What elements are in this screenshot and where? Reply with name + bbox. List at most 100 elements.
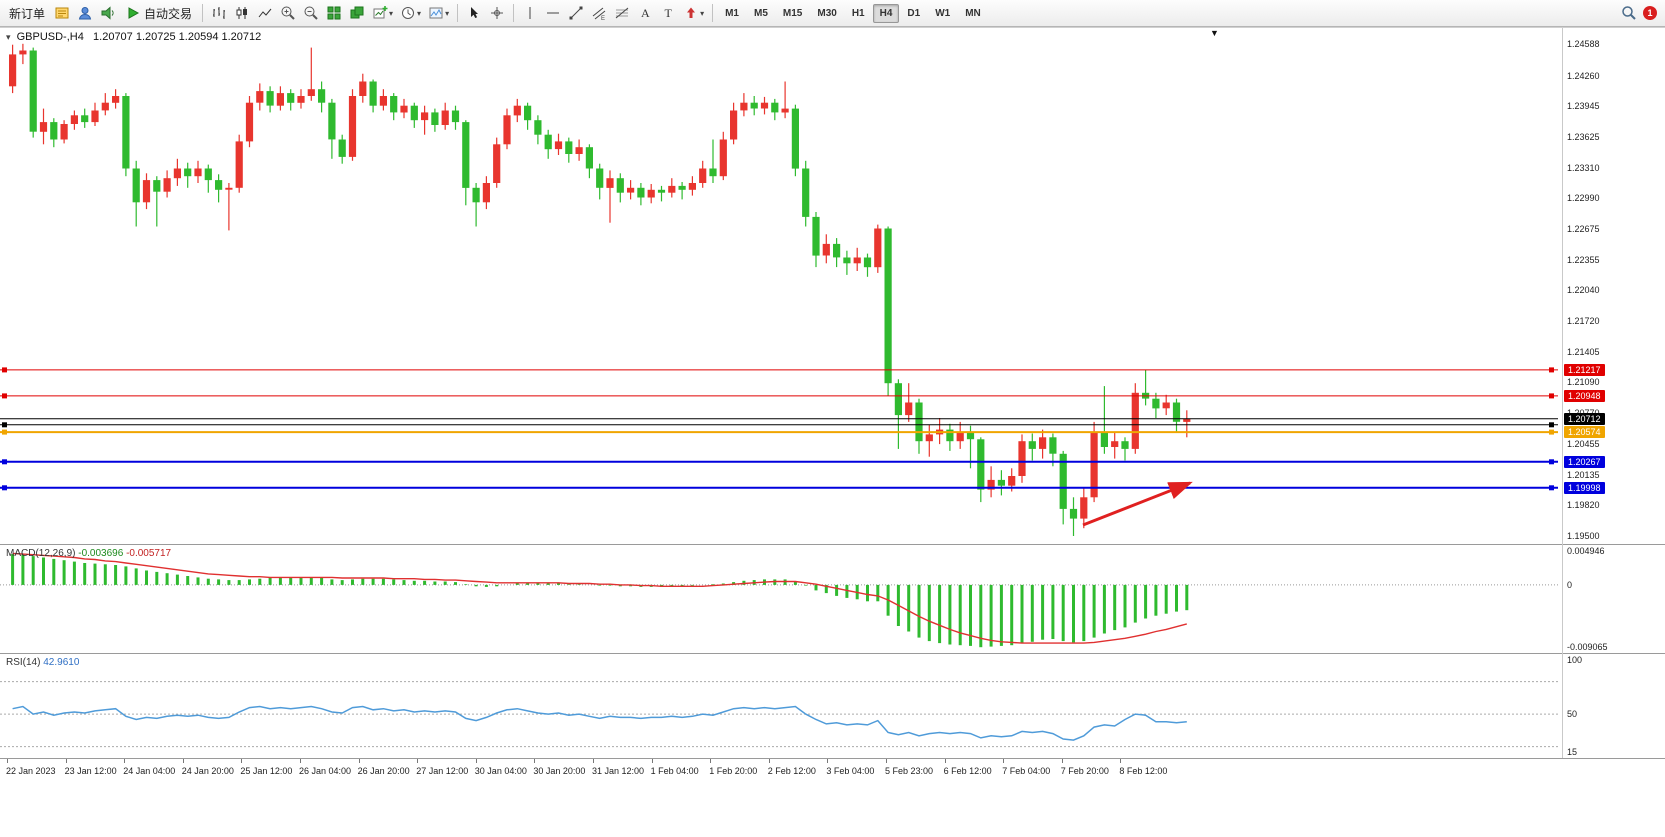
horizontal-line-icon: [547, 12, 560, 14]
new-order-button[interactable]: 新订单: [4, 2, 50, 25]
cascade-windows-button[interactable]: [346, 2, 368, 24]
equidistant-channel-tool[interactable]: E: [588, 2, 610, 24]
bar-chart-button[interactable]: [208, 2, 230, 24]
price-level-label: 1.21217: [1564, 363, 1605, 376]
line-chart-button[interactable]: [254, 2, 276, 24]
tile-windows-icon: [327, 6, 341, 20]
period-button[interactable]: ▾: [397, 2, 424, 24]
line-chart-icon: [258, 8, 272, 18]
notification-badge[interactable]: 1: [1643, 6, 1657, 20]
time-tick-label: 24 Jan 20:00: [181, 766, 234, 776]
toolbar-separator: [202, 4, 204, 22]
timeframe-button-m30[interactable]: M30: [817, 7, 837, 19]
arrows-tool[interactable]: ▾: [680, 2, 707, 24]
time-tick-label: 3 Feb 04:00: [826, 766, 875, 776]
rsi-scale-label: 15: [1567, 747, 1578, 757]
time-tick-label: 30 Jan 04:00: [474, 766, 527, 776]
dropdown-arrow-icon: ▾: [417, 8, 422, 18]
time-tick-label: 7 Feb 20:00: [1060, 766, 1109, 776]
time-tick-mark: [241, 759, 243, 763]
timeframe-button-m15[interactable]: M15: [782, 7, 803, 19]
time-tick-mark: [886, 759, 887, 763]
timeframe-button-mn[interactable]: MN: [965, 7, 981, 19]
zoom-in-button[interactable]: [277, 2, 299, 24]
time-tick-label: 27 Jan 12:00: [416, 766, 469, 776]
trendline-tool[interactable]: [565, 2, 587, 24]
horizontal-level-line[interactable]: [0, 367, 1558, 373]
cascade-windows-icon: [350, 6, 364, 19]
template-button[interactable]: ▾: [425, 2, 452, 24]
vertical-line-icon: [529, 7, 531, 19]
timeframe-button-h1[interactable]: H1: [851, 7, 865, 19]
horizontal-line-tool[interactable]: [542, 2, 564, 24]
panel-separator[interactable]: [0, 653, 1665, 654]
crosshair-button[interactable]: [486, 2, 508, 24]
price-tick: 1.22040: [1567, 285, 1600, 296]
time-tick-label: 1 Feb 04:00: [650, 766, 699, 776]
horizontal-level-line[interactable]: [0, 429, 1558, 435]
text-label-tool[interactable]: T: [657, 2, 679, 24]
zoom-out-button[interactable]: [300, 2, 322, 24]
crosshair-icon: [491, 7, 504, 19]
timeframe-button-h4[interactable]: H4: [872, 3, 900, 23]
fibonacci-tool[interactable]: [611, 2, 633, 24]
vertical-line-tool[interactable]: [519, 2, 541, 24]
expander-icon[interactable]: ▾: [6, 32, 11, 42]
toolbar-separator: [457, 4, 459, 22]
candlestick-chart-button[interactable]: [231, 2, 253, 24]
price-tick: 1.20135: [1567, 469, 1600, 480]
time-tick-label: 25 Jan 12:00: [240, 766, 293, 776]
new-chart-button[interactable]: ▾: [369, 2, 396, 24]
time-tick-label: 23 Jan 12:00: [64, 766, 117, 776]
search-icon[interactable]: [1621, 5, 1637, 21]
market-watch-button[interactable]: [51, 2, 73, 24]
text-tool[interactable]: A: [634, 2, 656, 24]
horizontal-level-line[interactable]: [0, 422, 1558, 428]
main-toolbar: 新订单 自动交易 ▾ ▾ ▾: [0, 0, 1665, 27]
macd-panel[interactable]: [0, 545, 1558, 653]
horizontal-level-line[interactable]: [0, 393, 1558, 399]
time-tick-label: 1 Feb 20:00: [709, 766, 758, 776]
panel-separator: [0, 758, 1665, 759]
horizontal-level-line[interactable]: [0, 485, 1558, 491]
time-tick-label: 22 Jan 2023: [6, 766, 56, 776]
macd-signal-line: [12, 552, 1187, 644]
timeframe-button-m1[interactable]: M1: [725, 7, 739, 19]
candlestick-chart-icon: [236, 7, 248, 19]
time-tick-label: 30 Jan 20:00: [533, 766, 586, 776]
new-order-label: 新订单: [9, 6, 46, 21]
timeframe-button-d1[interactable]: D1: [907, 7, 921, 19]
auto-trading-button[interactable]: 自动交易: [120, 2, 197, 25]
chart-title-symbol: GBPUSD-,H4: [16, 31, 84, 43]
trendline-icon: [569, 6, 583, 20]
time-tick-mark: [1003, 759, 1005, 763]
timeframe-button-w1[interactable]: W1: [935, 7, 951, 19]
rsi-panel[interactable]: [0, 654, 1558, 758]
chart-shift-marker[interactable]: ▼: [1210, 28, 1219, 38]
trend-arrow[interactable]: [1082, 481, 1193, 527]
panel-separator[interactable]: [0, 544, 1665, 545]
price-chart-panel[interactable]: [0, 28, 1558, 544]
time-tick-label: 24 Jan 04:00: [123, 766, 176, 776]
new-chart-icon: [373, 6, 388, 19]
price-tick: 1.19820: [1567, 500, 1600, 511]
timeframe-button-m5[interactable]: M5: [754, 7, 768, 19]
rsi-value: 42.9610: [43, 657, 80, 668]
macd-histogram: [11, 554, 1189, 648]
fibonacci-icon: [615, 7, 629, 19]
zoom-in-icon: [281, 6, 295, 20]
dropdown-arrow-icon: ▾: [389, 8, 394, 18]
time-tick-mark: [651, 759, 653, 763]
current-price-label: 1.20712: [1564, 412, 1605, 425]
data-window-button[interactable]: [74, 2, 96, 24]
tile-windows-button[interactable]: [323, 2, 345, 24]
macd-main-value: -0.003696: [78, 548, 124, 559]
time-tick-label: 26 Jan 04:00: [299, 766, 352, 776]
cursor-button[interactable]: [463, 2, 485, 24]
time-axis[interactable]: 22 Jan 2023 23 Jan 12:00 24 Jan 04:00 24 Ja…: [0, 759, 1665, 788]
chart-title-ohlc: 1.20707 1.20725 1.20594 1.20712: [93, 31, 262, 43]
time-tick-label: 2 Feb 12:00: [767, 766, 816, 776]
horizontal-level-line[interactable]: [0, 459, 1558, 465]
terminal-button[interactable]: [97, 2, 119, 24]
time-tick-mark: [417, 759, 419, 763]
